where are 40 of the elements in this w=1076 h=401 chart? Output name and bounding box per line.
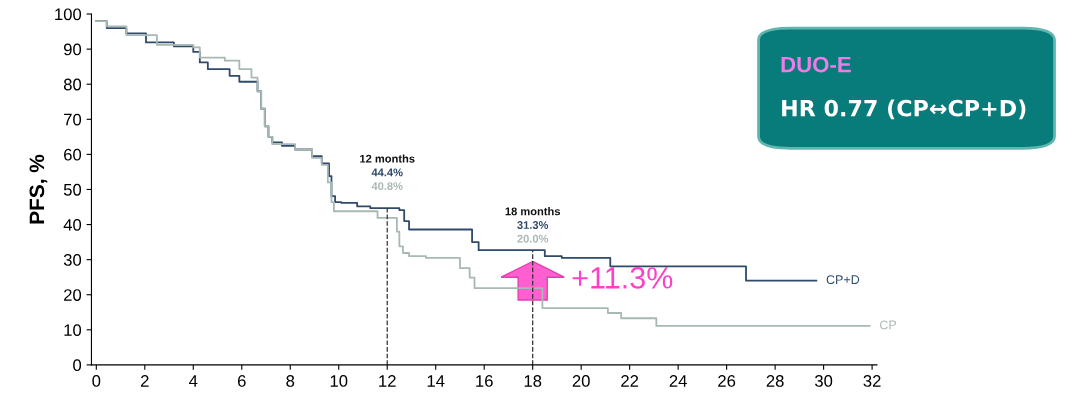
x-tick-label: 0 xyxy=(92,375,101,387)
y-tick-label: 80 xyxy=(63,78,82,91)
x-tick-label: 12 xyxy=(379,375,396,387)
x-tick-label: 16 xyxy=(476,375,493,387)
series-label: CP+D xyxy=(826,275,860,285)
x-tick-label: 32 xyxy=(863,375,881,387)
x-tick-label: 28 xyxy=(766,375,784,387)
annotation: DUO-E xyxy=(781,56,851,73)
annotation: HR 0.77 (CP↔CP+D) xyxy=(782,99,1026,120)
x-tick-label: 6 xyxy=(237,375,246,387)
y-tick-label: 0 xyxy=(73,359,82,372)
annotation: 40.8% xyxy=(371,182,403,190)
x-tick-label: 22 xyxy=(621,375,639,387)
x-tick-label: 4 xyxy=(189,375,198,387)
y-tick-label: 10 xyxy=(64,324,82,337)
annotation: 44.4% xyxy=(371,168,403,177)
y-tick-label: 60 xyxy=(64,148,82,161)
x-tick-label: 8 xyxy=(286,375,295,387)
annotation: 12 months xyxy=(360,154,415,163)
y-tick-label: 70 xyxy=(64,113,82,126)
x-tick-label: 14 xyxy=(427,375,445,387)
series-label: CP xyxy=(880,320,897,330)
y-tick-label: 40 xyxy=(63,218,82,231)
annotation: 18 months xyxy=(505,207,561,216)
y-tick-label: 50 xyxy=(63,183,82,196)
y-tick-label: 100 xyxy=(55,8,82,21)
x-tick-label: 24 xyxy=(669,375,687,387)
y-tick-label: 30 xyxy=(63,254,82,266)
annotation: +11.3% xyxy=(572,267,673,289)
annotation: 20.0% xyxy=(517,234,549,243)
y-tick-label: 20 xyxy=(64,289,82,301)
y-tick-label: 90 xyxy=(63,43,82,56)
annotation: 31.3% xyxy=(517,221,549,229)
x-tick-label: 26 xyxy=(718,375,736,387)
x-tick-label: 20 xyxy=(572,375,590,387)
x-tick-label: 10 xyxy=(330,375,348,387)
x-tick-label: 2 xyxy=(141,375,149,387)
y-axis-title: PFS, % xyxy=(29,154,48,224)
x-tick-label: 18 xyxy=(524,375,542,387)
x-tick-label: 30 xyxy=(814,375,833,387)
